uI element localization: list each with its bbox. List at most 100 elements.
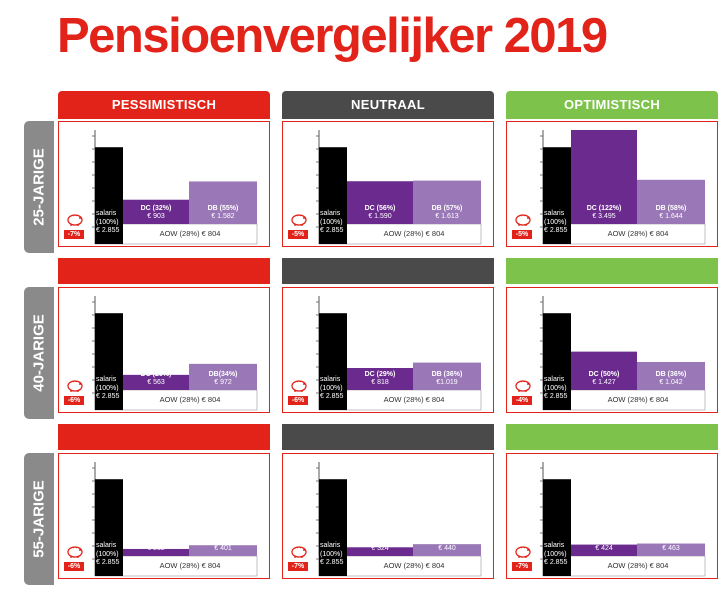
db-label-name: DB (16%): [655, 537, 687, 544]
salaris-label-line: (100%): [320, 218, 343, 226]
chart-panel: salaris (100%) € 2.855 DC (29%) € 818 DB (36%…: [282, 287, 494, 413]
aow-label: AOW (28%) € 804: [383, 229, 445, 238]
dc-label-value: € 324: [371, 545, 389, 552]
dc-label-value: € 3.495: [592, 213, 616, 220]
dc-label-name: DC(9%): [143, 537, 169, 544]
bar-chart: [316, 130, 482, 245]
db-label-name: DB (57%): [431, 205, 463, 212]
bar-db: [189, 545, 257, 556]
salaris-label: salaris (100%) € 2.855: [544, 542, 571, 568]
salaris-label-line: salaris: [96, 542, 117, 549]
dc-label-value: € 818: [371, 379, 389, 386]
db-label: DB (15%) € 440: [413, 537, 481, 553]
column-header-pessimistisch: PESSIMISTISCH: [58, 91, 270, 119]
bar-salaris: [319, 313, 347, 410]
bar-chart: [92, 130, 258, 245]
dc-label-name: DC (122%): [586, 205, 622, 212]
db-label-name: DB (15%): [431, 537, 463, 544]
salaris-label-line: € 2.855: [320, 227, 344, 234]
dc-label-name: DC (15%): [588, 537, 620, 544]
bar-salaris: [543, 479, 571, 576]
bar-dc: [123, 199, 189, 224]
db-label-name: DB (58%): [655, 205, 687, 212]
dc-label: DC (50%) € 1.427: [571, 371, 637, 387]
salaris-label-line: € 2.855: [320, 559, 344, 566]
dc-label-name: DC (50%): [588, 371, 620, 378]
salaris-label-line: salaris: [320, 542, 341, 549]
chart-panel: salaris (100%) € 2.855 DC (56%) € 1.590 DB (5…: [282, 121, 494, 247]
salaris-label: salaris (100%) € 2.855: [544, 210, 571, 236]
bar-salaris: [543, 313, 571, 410]
chart-panel: salaris (100%) € 2.855 DC (11%) € 324 DB (15%…: [282, 453, 494, 579]
bar-chart: [316, 462, 482, 577]
salaris-label: salaris (100%) € 2.855: [544, 376, 571, 402]
bar-db: [413, 362, 481, 390]
drop-badge: -6%: [64, 396, 84, 405]
salaris-label-line: (100%): [96, 384, 119, 392]
aow-label: AOW (28%) € 804: [607, 395, 669, 404]
bar-chart: [540, 130, 706, 245]
db-label-value: €1.019: [436, 379, 458, 386]
salaris-label-line: (100%): [544, 218, 567, 226]
bar-dc: [347, 181, 413, 224]
db-label-name: DB (36%): [431, 371, 463, 378]
bar-salaris: [319, 479, 347, 576]
dc-label: DC(9%) € 262: [123, 537, 189, 553]
db-label-value: € 401: [214, 545, 232, 552]
drop-badge: -4%: [512, 396, 532, 405]
dc-label-value: € 424: [595, 545, 613, 552]
db-label-name: DB (36%): [655, 371, 687, 378]
aow-label: AOW (28%) € 804: [159, 561, 221, 570]
bar-dc: [571, 351, 637, 390]
db-label-value: € 1.042: [659, 379, 683, 386]
drop-badge: -5%: [512, 230, 532, 239]
chart-panel: salaris (100%) € 2.855 DC(9%) € 262 DB(14%) € …: [58, 453, 270, 579]
bar-dc: [347, 367, 413, 390]
dc-label-name: DC (11%): [364, 537, 396, 544]
db-label-name: DB(14%): [208, 537, 238, 544]
salaris-label-line: (100%): [320, 384, 343, 392]
row-label-text: 25-JARIGE: [30, 148, 48, 226]
chart-panel: salaris (100%) € 2.855 DC (20%) € 563 DB(34%)…: [58, 287, 270, 413]
row-label-text: 55-JARIGE: [30, 480, 48, 558]
db-label: DB (36%) €1.019: [413, 371, 481, 387]
bar-db: [637, 179, 705, 224]
drop-badge: -7%: [288, 562, 308, 571]
salaris-label: salaris (100%) € 2.855: [320, 376, 347, 402]
dc-label-value: € 563: [147, 379, 165, 386]
dc-label-name: DC (20%): [140, 371, 172, 378]
bar-db: [189, 181, 257, 224]
db-label-value: € 972: [214, 379, 232, 386]
salaris-label: salaris (100%) € 2.855: [96, 376, 123, 402]
bar-chart: [540, 296, 706, 411]
scenario-strip: [506, 424, 718, 450]
salaris-label-line: (100%): [96, 550, 119, 558]
scenario-strip: [282, 424, 494, 450]
bar-dc: [571, 544, 637, 556]
bar-db: [637, 543, 705, 556]
salaris-label: salaris (100%) € 2.855: [96, 542, 123, 568]
bar-chart: [92, 462, 258, 577]
bar-db: [413, 544, 481, 556]
bar-salaris: [95, 479, 123, 576]
bar-db: [413, 180, 481, 224]
bar-dc: [123, 374, 189, 390]
dc-label: DC (122%) € 3.495: [571, 205, 637, 221]
salaris-label-line: (100%): [320, 550, 343, 558]
chart-panel: salaris (100%) € 2.855 DC (122%) € 3.495 DB (…: [506, 121, 718, 247]
chart-panel: salaris (100%) € 2.855 DC (32%) € 903 DB (55%…: [58, 121, 270, 247]
bar-salaris: [543, 147, 571, 244]
aow-label: AOW (28%) € 804: [159, 229, 221, 238]
db-label-value: € 1.582: [211, 213, 235, 220]
dc-label-name: DC (29%): [364, 371, 396, 378]
aow-label: AOW (28%) € 804: [383, 395, 445, 404]
db-label-name: DB (55%): [207, 205, 239, 212]
salaris-label-line: € 2.855: [96, 559, 120, 566]
bar-dc: [571, 130, 637, 224]
db-label: DB(14%) € 401: [189, 537, 257, 553]
salaris-label-line: € 2.855: [96, 393, 120, 400]
db-label-value: € 1.613: [435, 213, 459, 220]
drop-badge: -6%: [64, 562, 84, 571]
drop-badge: -6%: [288, 396, 308, 405]
db-label: DB(34%) € 972: [189, 371, 257, 387]
